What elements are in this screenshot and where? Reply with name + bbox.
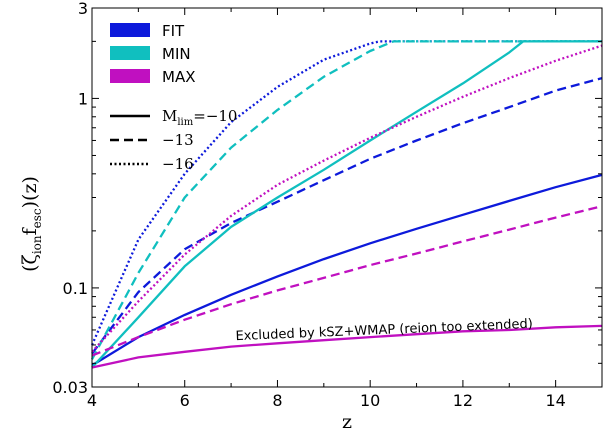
series-max-mlimm13: [91, 205, 603, 357]
legend-label-max: MAX: [162, 68, 195, 86]
svg-text:(ζionfesc)(z): (ζionfesc)(z): [19, 176, 44, 272]
x-tick-label: 6: [180, 391, 190, 410]
series-max-mlimm10: [91, 324, 603, 369]
x-tick-label: 12: [453, 391, 473, 410]
y-axis-label: (ζionfesc)(z): [19, 176, 44, 272]
legend: FIT MIN MAX Mlim=−10 −13 −16: [110, 22, 237, 173]
legend-swatch-min: [110, 46, 150, 60]
legend-swatch-fit: [110, 23, 150, 37]
x-tick-label: 4: [87, 391, 97, 410]
series-fit-mlimm13: [91, 76, 603, 355]
ticks-layer: 4 6 8 10 12 14 0.03 0.1 1 3: [52, 0, 603, 410]
legend-style-label-solid: Mlim=−10: [162, 107, 237, 128]
y-tick-label: 3: [78, 0, 88, 18]
y-tick-label: 1: [78, 89, 88, 108]
x-axis-label: z: [342, 411, 352, 433]
legend-style-label-dashed: −13: [162, 131, 194, 149]
x-tick-label: 10: [360, 391, 380, 410]
series-min-mlimm13: [90, 40, 602, 360]
x-tick-label: 8: [272, 391, 282, 410]
series-max-mlimm16: [91, 44, 603, 353]
y-tick-label: 0.1: [63, 279, 88, 298]
y-tick-label: 0.03: [52, 378, 88, 397]
legend-swatch-max: [110, 69, 150, 83]
legend-label-min: MIN: [162, 45, 191, 63]
series-layer: [90, 40, 603, 369]
legend-label-fit: FIT: [162, 22, 185, 40]
legend-style-label-dotted: −16: [162, 155, 194, 173]
x-tick-label: 14: [545, 391, 565, 410]
series-fit-mlimm10: [91, 173, 603, 367]
